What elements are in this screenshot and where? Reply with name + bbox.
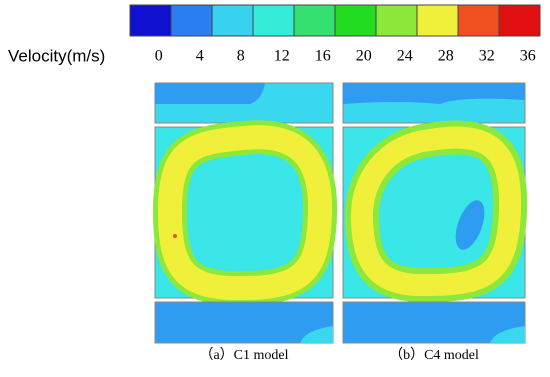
legend-tick: 20 bbox=[356, 48, 372, 65]
legend-tick: 28 bbox=[438, 48, 454, 65]
legend-tick: 24 bbox=[397, 48, 413, 65]
color-swatch bbox=[457, 4, 500, 37]
legend-tick: 0 bbox=[155, 48, 163, 65]
ring-core bbox=[157, 125, 333, 301]
color-swatch bbox=[334, 4, 377, 37]
color-swatch bbox=[293, 4, 336, 37]
legend-tick: 12 bbox=[274, 48, 290, 65]
legend-tick: 8 bbox=[237, 48, 245, 65]
legend-tick: 16 bbox=[315, 48, 331, 65]
hot-spot bbox=[173, 234, 177, 238]
region bbox=[343, 83, 525, 104]
ring-core bbox=[350, 126, 522, 297]
color-swatch bbox=[129, 4, 172, 37]
color-swatch bbox=[170, 4, 213, 37]
caption: （a）C1 model bbox=[199, 347, 288, 363]
color-swatch bbox=[252, 4, 295, 37]
color-swatch bbox=[416, 4, 459, 37]
low-region bbox=[455, 200, 485, 250]
legend-tick: 36 bbox=[520, 48, 536, 65]
panel-a: （a）C1 model bbox=[152, 82, 338, 363]
region bbox=[155, 83, 265, 104]
legend-tick: 4 bbox=[196, 48, 204, 65]
region bbox=[300, 326, 333, 343]
legend-label: Velocity(m/s) bbox=[8, 46, 105, 65]
color-swatch bbox=[375, 4, 418, 37]
color-swatch bbox=[211, 4, 254, 37]
panel-b: （b）C4 model bbox=[342, 82, 528, 363]
caption: （b）C4 model bbox=[389, 347, 479, 363]
legend-tick: 32 bbox=[479, 48, 495, 65]
region bbox=[490, 326, 525, 343]
bottom-strip bbox=[154, 301, 334, 344]
bottom-strip bbox=[342, 301, 526, 344]
color-swatch bbox=[498, 4, 541, 37]
